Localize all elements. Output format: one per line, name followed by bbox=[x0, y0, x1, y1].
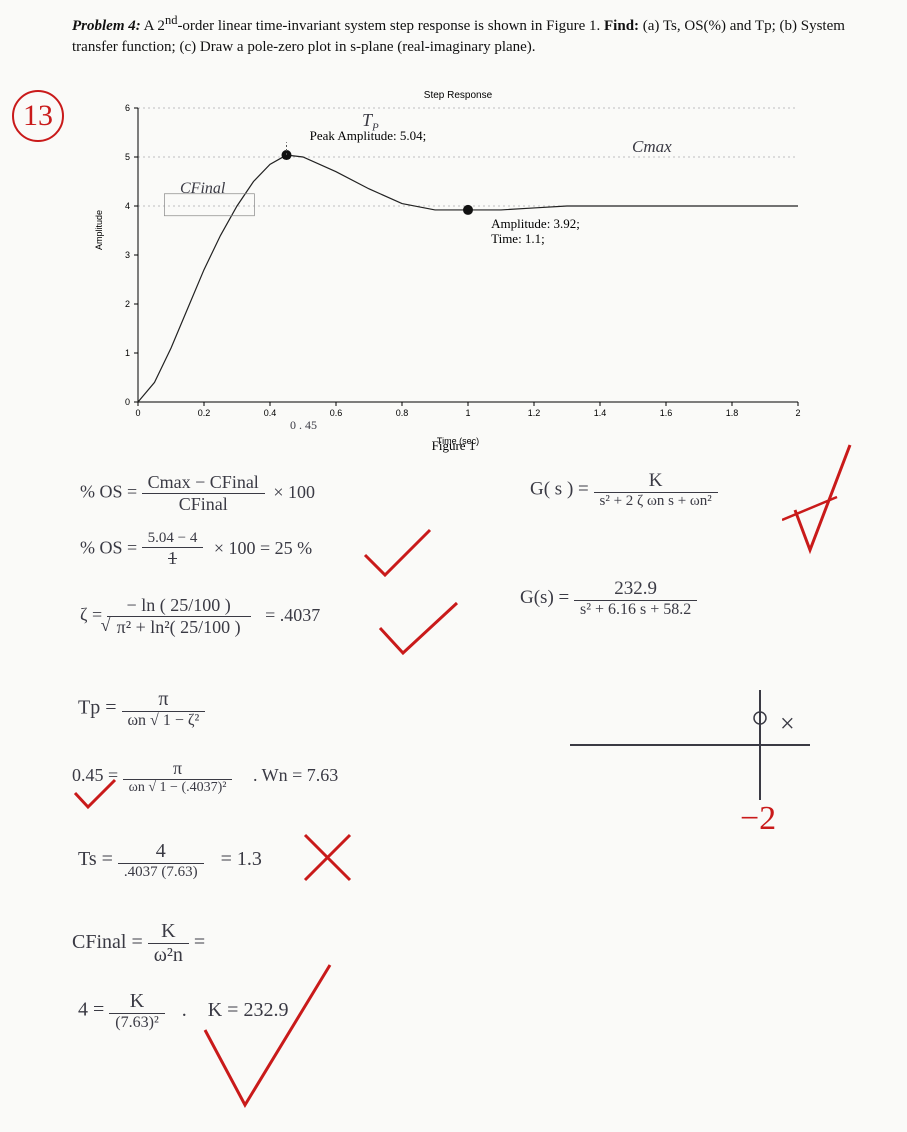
strike-icon bbox=[782, 495, 842, 525]
gs-value: G(s) = 232.9 s² + 6.16 s + 58.2 bbox=[520, 578, 697, 619]
chart-svg: 00.20.40.60.811.21.41.61.820123456Peak A… bbox=[108, 98, 808, 428]
pole-zero-sketch: × bbox=[560, 680, 820, 810]
svg-text:0.8: 0.8 bbox=[396, 408, 409, 418]
cfinal-formula: CFinal = K ω²n = bbox=[72, 920, 205, 967]
problem-statement: Problem 4: A 2nd-order linear time-invar… bbox=[72, 12, 882, 58]
svg-text:1: 1 bbox=[465, 408, 470, 418]
svg-text:×: × bbox=[780, 709, 795, 738]
svg-text:0.6: 0.6 bbox=[330, 408, 343, 418]
tp-formula: Tp = π ωn √ 1 − ζ² bbox=[78, 688, 205, 730]
svg-text:1.2: 1.2 bbox=[528, 408, 541, 418]
svg-text:2: 2 bbox=[125, 299, 130, 309]
svg-text:0.4: 0.4 bbox=[264, 408, 277, 418]
neg2-annotation: −2 bbox=[740, 800, 776, 838]
os-value: % OS = 5.04 − 4 1 1 × 100 = 25 % bbox=[80, 530, 312, 569]
svg-text:0.2: 0.2 bbox=[198, 408, 211, 418]
gs-formula: G( s ) = K s² + 2 ζ ωn s + ωn² bbox=[530, 470, 718, 510]
under04: 0 . 45 bbox=[290, 418, 317, 433]
cross-icon bbox=[300, 830, 360, 890]
svg-text:1.4: 1.4 bbox=[594, 408, 607, 418]
ts-formula: Ts = 4 .4037 (7.63) = 1.3 bbox=[78, 840, 262, 881]
svg-text:2: 2 bbox=[795, 408, 800, 418]
step-response-chart: Step Response Amplitude 00.20.40.60.811.… bbox=[108, 90, 808, 430]
svg-text:6: 6 bbox=[125, 103, 130, 113]
svg-text:0: 0 bbox=[135, 408, 140, 418]
svg-text:Time: 1.1;: Time: 1.1; bbox=[491, 231, 545, 246]
figure-caption: Figure 1 bbox=[0, 438, 907, 454]
tp-label: TP bbox=[362, 110, 379, 134]
svg-text:Amplitude: 3.92;: Amplitude: 3.92; bbox=[491, 216, 580, 231]
check-icon bbox=[375, 598, 465, 663]
svg-text:5: 5 bbox=[125, 152, 130, 162]
svg-text:4: 4 bbox=[125, 201, 130, 211]
check-icon bbox=[200, 960, 340, 1120]
svg-text:0: 0 bbox=[125, 397, 130, 407]
y-axis-label: Amplitude bbox=[94, 210, 104, 250]
svg-text:1: 1 bbox=[125, 348, 130, 358]
zeta-formula: ζ = − ln ( 25/100 ) π² + ln²( 25/100 ) =… bbox=[80, 595, 320, 638]
check-icon bbox=[360, 525, 440, 585]
check-icon bbox=[70, 775, 120, 815]
svg-text:1.6: 1.6 bbox=[660, 408, 673, 418]
problem-label: Problem 4: bbox=[72, 18, 141, 34]
score-annotation: 13 bbox=[12, 90, 64, 142]
os-formula: % OS = Cmax − CFinal CFinal × 100 bbox=[80, 472, 315, 515]
cfinal-label: CFinal bbox=[180, 180, 225, 198]
cmax-label: Cmax bbox=[632, 137, 672, 157]
svg-text:1.8: 1.8 bbox=[726, 408, 739, 418]
svg-text:3: 3 bbox=[125, 250, 130, 260]
